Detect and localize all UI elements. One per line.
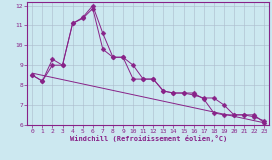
X-axis label: Windchill (Refroidissement éolien,°C): Windchill (Refroidissement éolien,°C) — [70, 135, 227, 142]
